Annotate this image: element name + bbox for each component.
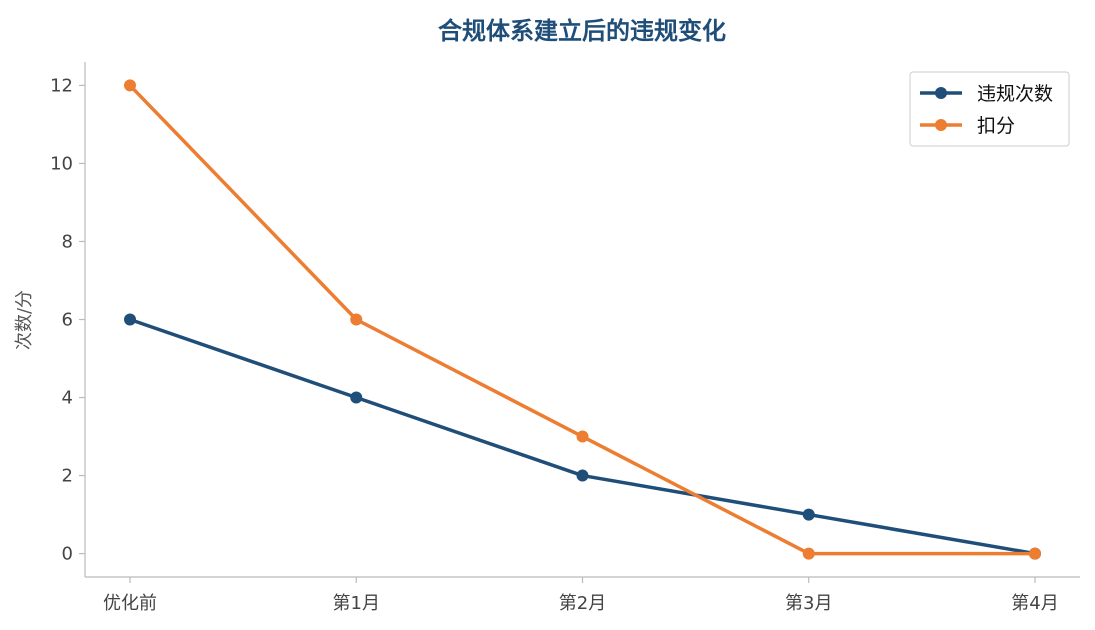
data-point (350, 313, 363, 326)
legend-item: 违规次数 (920, 83, 1053, 105)
y-tick-label: 4 (62, 388, 73, 409)
data-point (576, 469, 589, 482)
legend-box (909, 71, 1070, 147)
series-line (128, 84, 1035, 556)
x-tick-label: 第4月 (1011, 593, 1058, 614)
data-point (124, 79, 136, 92)
chart-title: 合规体系建立后的违规变化 (438, 17, 726, 45)
y-tick-label: 12 (50, 75, 73, 96)
y-tick-label: 8 (62, 231, 73, 252)
legend-swatch-marker (935, 87, 947, 99)
y-tick-label: 10 (50, 153, 73, 174)
y-axis-ticks: 0 2 4 6 8 10 12 (50, 75, 85, 565)
x-axis-ticks: 优化前 第1月 第2月 第3月 第4月 (103, 577, 1059, 614)
y-tick-label: 0 (62, 544, 73, 565)
x-tick-label: 第3月 (785, 593, 832, 614)
legend-label: 违规次数 (977, 83, 1053, 105)
data-point (576, 430, 589, 443)
legend-swatch-marker (935, 119, 947, 131)
y-tick-label: 2 (62, 466, 73, 487)
data-point (124, 313, 136, 326)
x-tick-label: 第1月 (333, 593, 380, 614)
series-group (124, 79, 1041, 560)
legend-label: 扣分 (977, 115, 1015, 137)
y-tick-label: 6 (62, 310, 73, 331)
x-tick-label: 第2月 (559, 593, 606, 614)
data-point (350, 391, 363, 404)
y-axis-label: 次数/分 (14, 290, 35, 350)
data-point (802, 547, 815, 560)
series-layer (124, 79, 1041, 560)
data-point (1029, 547, 1041, 560)
x-tick-label: 优化前 (103, 593, 157, 614)
legend-item: 扣分 (920, 115, 1015, 137)
data-point (802, 508, 815, 521)
